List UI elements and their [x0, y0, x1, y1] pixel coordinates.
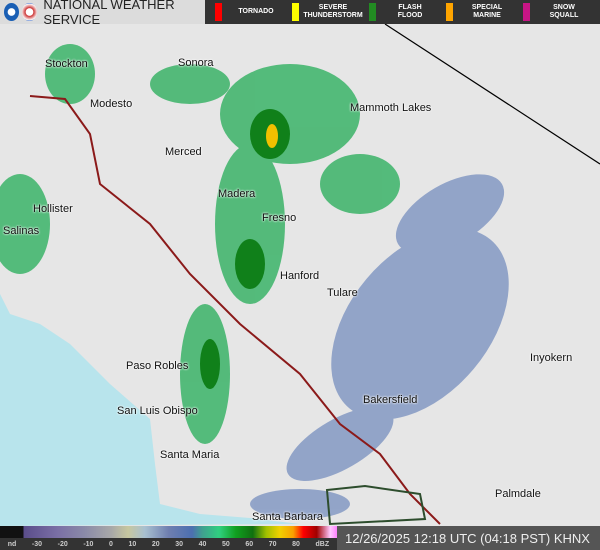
warning-swatch [369, 3, 376, 21]
city-label: Modesto [90, 98, 133, 110]
warning-label: TORNADO [238, 8, 274, 15]
city-label: Inyokern [530, 352, 573, 364]
highway [29, 95, 441, 525]
city-label: Mammoth Lakes [350, 102, 432, 114]
state-border [384, 23, 600, 165]
footer: nd -30 -20 -10 0 10 20 30 40 50 60 70 80 dBZ 12/26/20… [0, 526, 600, 550]
radar-intense [266, 124, 278, 148]
city-label: San Luis Obispo [117, 405, 198, 417]
city-label: Santa Maria [160, 449, 220, 461]
warning-item: FLASH FLOOD [369, 3, 440, 21]
radar-map[interactable]: Stockton Sonora Modesto Mammoth Lakes Merced… [0, 23, 600, 526]
scale-tick: 70 [268, 541, 277, 548]
warning-label: FLASH FLOOD [397, 4, 423, 19]
map-svg [0, 23, 600, 526]
city-label: Salinas [3, 225, 40, 237]
scale-tick: 20 [151, 541, 160, 548]
page-title: NATIONAL WEATHER SERVICE [43, 0, 175, 27]
scale-tick: 80 [292, 541, 300, 548]
scale-tick: 40 [198, 541, 207, 548]
nws-logo [22, 3, 38, 21]
city-label: Paso Robles [126, 360, 189, 372]
warning-item: TORNADO [215, 3, 286, 21]
header: NATIONAL WEATHER SERVICE TORNADO SEVERE T… [0, 0, 600, 27]
warning-legend: TORNADO SEVERE THUNDERSTORM FLASH FLOOD SPE… [205, 0, 600, 24]
scale-tick: -10 [83, 541, 94, 548]
scale-tick: 50 [222, 541, 230, 548]
scale-tick: -20 [57, 541, 68, 548]
city-label: Madera [218, 188, 256, 200]
scale-tick: 60 [245, 541, 254, 548]
warning-item: SPECIAL MARINE [446, 3, 517, 21]
city-label: Merced [165, 146, 202, 158]
city-label: Santa Barbara [252, 511, 323, 523]
warning-item: SEVERE THUNDERSTORM [292, 3, 363, 21]
color-scale [0, 526, 337, 538]
ocean [0, 294, 300, 526]
warning-polygon[interactable] [325, 484, 427, 526]
scale-ticks: nd -30 -20 -10 0 10 20 30 40 50 60 70 80 dBZ [0, 538, 337, 548]
city-label: Sonora [178, 57, 214, 69]
reflectivity-legend: nd -30 -20 -10 0 10 20 30 40 50 60 70 80 dBZ [0, 526, 337, 550]
warning-item: SNOW SQUALL [523, 3, 594, 21]
radar-heavy [200, 109, 290, 389]
scale-tick: nd [7, 541, 17, 548]
scale-tick: 0 [109, 541, 113, 548]
timestamp: 12/26/2025 12:18 UTC (04:18 PST) KHNX [337, 526, 600, 550]
radar-light [250, 174, 509, 519]
scale-tick: -30 [31, 541, 43, 548]
warning-label: SPECIAL MARINE [471, 4, 503, 19]
warning-swatch [446, 3, 453, 21]
warning-swatch [215, 3, 222, 21]
city-label: Palmdale [495, 488, 541, 500]
scale-tick: 10 [128, 541, 137, 548]
city-label: Tulare [327, 287, 358, 299]
brand: NATIONAL WEATHER SERVICE [0, 0, 205, 27]
warning-swatch [523, 3, 530, 21]
warning-label: SEVERE THUNDERSTORM [303, 4, 363, 19]
city-label: Hanford [280, 270, 320, 282]
city-label: Fresno [262, 212, 297, 224]
city-label: Hollister [33, 203, 73, 215]
city-label: Bakersfield [363, 394, 418, 406]
scale-tick: dBZ [315, 541, 330, 548]
city-label: Stockton [45, 58, 88, 70]
scale-tick: 30 [175, 541, 184, 548]
noaa-logo [4, 3, 20, 21]
warning-label: SNOW SQUALL [549, 4, 579, 19]
warning-swatch [292, 3, 299, 21]
